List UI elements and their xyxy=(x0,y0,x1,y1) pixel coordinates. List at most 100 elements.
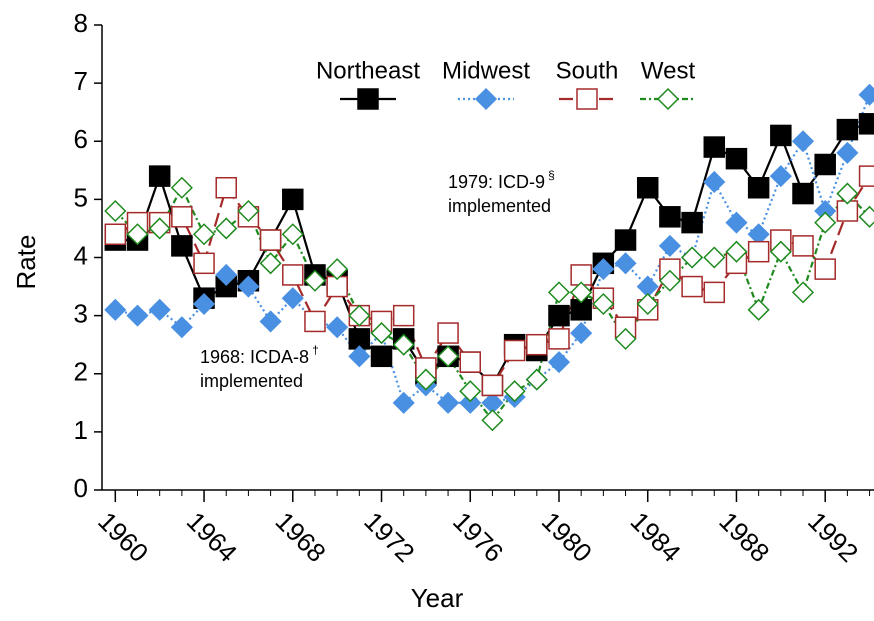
marker xyxy=(703,246,726,269)
marker xyxy=(170,316,193,339)
marker xyxy=(614,229,637,251)
marker xyxy=(414,368,437,391)
marker xyxy=(681,211,703,234)
marker xyxy=(658,269,681,292)
marker xyxy=(148,165,171,187)
marker xyxy=(370,345,393,368)
y-axis-label: Rate xyxy=(11,235,41,290)
marker xyxy=(392,391,415,414)
marker xyxy=(858,113,874,135)
marker xyxy=(392,333,415,356)
x-tick-label: 1968 xyxy=(270,506,332,568)
y-tick-label: 6 xyxy=(74,124,88,154)
annotation-text: 1979: ICD-9 xyxy=(448,172,545,192)
y-tick-label: 5 xyxy=(74,182,88,212)
marker xyxy=(215,263,238,286)
marker xyxy=(503,380,526,403)
marker xyxy=(725,147,748,170)
marker xyxy=(259,252,282,275)
marker xyxy=(193,252,215,275)
marker xyxy=(237,275,260,298)
marker xyxy=(392,304,415,327)
marker xyxy=(104,298,127,321)
x-tick-label: 1980 xyxy=(536,506,598,568)
marker xyxy=(104,199,127,223)
marker xyxy=(636,292,659,316)
marker xyxy=(126,304,149,327)
x-tick-label: 1964 xyxy=(181,506,243,568)
marker xyxy=(148,298,171,321)
marker xyxy=(659,206,681,228)
marker xyxy=(437,345,460,368)
marker xyxy=(326,316,349,339)
marker xyxy=(614,252,637,275)
marker xyxy=(814,153,836,176)
y-tick-label: 3 xyxy=(74,299,88,329)
x-tick-label: 1984 xyxy=(625,506,687,568)
marker xyxy=(681,246,704,269)
y-tick-label: 7 xyxy=(74,66,88,96)
marker xyxy=(747,177,770,199)
marker xyxy=(725,211,748,234)
marker xyxy=(658,234,681,257)
marker xyxy=(170,176,193,199)
y-tick-label: 1 xyxy=(74,415,88,445)
x-tick-label: 1976 xyxy=(447,506,509,568)
marker xyxy=(858,205,874,228)
marker xyxy=(858,83,874,106)
marker xyxy=(437,322,459,344)
y-tick-label: 2 xyxy=(74,357,88,387)
marker xyxy=(215,217,238,240)
marker xyxy=(547,281,571,304)
legend-label: South xyxy=(556,57,619,84)
marker xyxy=(547,351,571,374)
marker xyxy=(370,322,393,345)
marker xyxy=(459,391,482,414)
marker xyxy=(281,223,304,246)
marker xyxy=(192,223,216,246)
marker xyxy=(437,391,460,414)
marker xyxy=(770,124,792,147)
marker xyxy=(171,235,193,257)
marker xyxy=(792,235,814,257)
marker xyxy=(326,258,349,281)
x-tick-label: 1988 xyxy=(713,506,775,568)
legend-label: West xyxy=(641,57,696,84)
marker xyxy=(282,264,304,286)
marker xyxy=(747,240,770,263)
marker xyxy=(791,130,815,153)
marker xyxy=(769,165,792,188)
marker xyxy=(703,170,726,193)
marker xyxy=(681,275,703,298)
marker xyxy=(259,229,282,251)
marker xyxy=(636,177,659,199)
marker xyxy=(814,258,836,280)
legend-label: Northeast xyxy=(316,57,420,84)
marker xyxy=(237,199,260,223)
annotation-mark: † xyxy=(312,343,319,357)
marker xyxy=(570,281,593,304)
marker xyxy=(791,281,815,304)
y-tick-label: 8 xyxy=(74,8,88,38)
marker xyxy=(792,182,814,205)
marker xyxy=(304,310,326,333)
marker xyxy=(104,223,127,245)
marker xyxy=(282,188,304,211)
marker xyxy=(548,304,570,327)
x-tick-label: 1992 xyxy=(802,506,864,568)
marker xyxy=(592,292,615,316)
marker xyxy=(459,380,482,403)
marker xyxy=(703,136,726,158)
y-tick-label: 4 xyxy=(74,240,88,270)
marker xyxy=(836,118,859,141)
marker xyxy=(526,333,548,356)
marker xyxy=(858,165,874,187)
marker xyxy=(474,87,498,111)
annotation-mark: § xyxy=(548,168,555,182)
marker xyxy=(814,211,837,234)
y-tick-label: 0 xyxy=(74,473,88,503)
x-tick-label: 1960 xyxy=(92,506,154,568)
marker xyxy=(481,409,504,432)
